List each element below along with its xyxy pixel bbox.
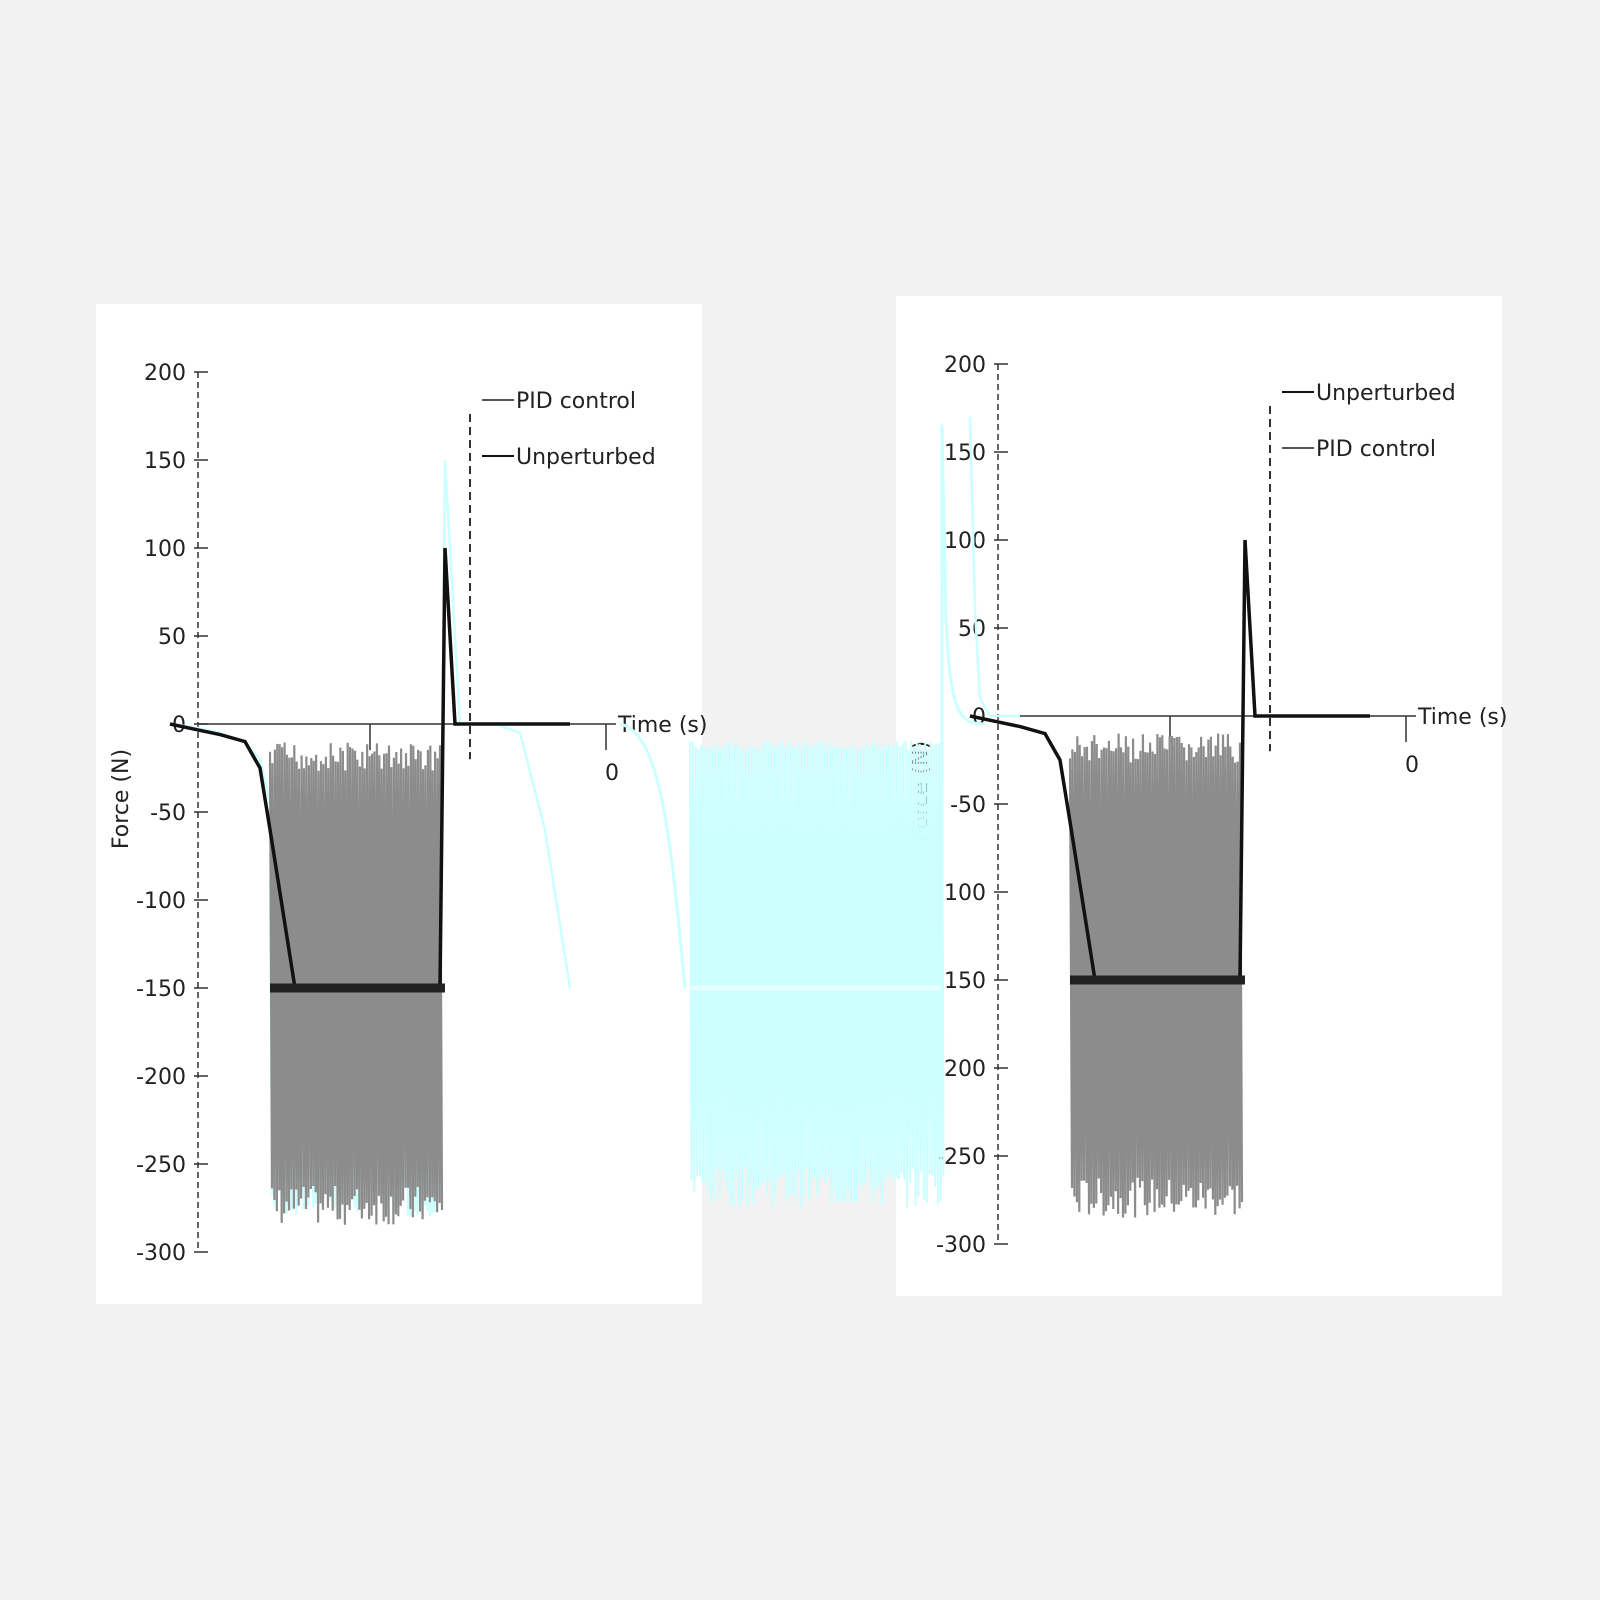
legend-label: Unperturbed [516,445,656,470]
y-tick-label: 50 [958,617,986,642]
y-tick-label: 200 [944,353,986,378]
series-unperturbed [169,547,570,1225]
force-chart-left: 200150100500-50-100-150-200-250-3000Time… [109,361,707,1266]
x-tick-label: 0 [1405,753,1419,778]
y-tick-label: 150 [944,441,986,466]
chart-panel-left: 200 150 100 50 0 -50 -100 -150 -200 -250 -300 0 Time… [96,304,707,1304]
y-tick-label: -150 [136,977,186,1002]
legend-label: PID control [1316,437,1436,462]
chart-panel-right: 200 150 100 50 0 -50 -100 -150 -200 -250 -300 0 Time… [896,296,1507,1296]
y-tick-label: -150 [936,969,986,994]
x-axis-title: Time (s) [617,713,707,738]
force-chart-right: 200150100500-50-100-150-200-250-3000Time… [909,353,1507,1258]
legend-label: Unperturbed [1316,381,1456,406]
series-unperturbed [969,539,1370,1218]
x-axis-title: Time (s) [1417,705,1507,730]
y-tick-label: 100 [144,537,186,562]
legend-label: PID control [516,389,636,414]
y-tick-label: -100 [936,881,986,906]
y-tick-label: 100 [944,529,986,554]
y-axis-title: Force (N) [109,749,134,849]
y-tick-label: -50 [150,801,186,826]
y-tick-label: -200 [136,1065,186,1090]
y-tick-label: 50 [158,625,186,650]
y-axis-title: Force (N) [909,741,934,841]
y-tick-label: -250 [136,1153,186,1178]
y-tick-label: -300 [936,1233,986,1258]
y-tick-label: -50 [950,793,986,818]
y-tick-label: -300 [136,1241,186,1266]
y-tick-label: 150 [144,449,186,474]
y-tick-label: -250 [936,1145,986,1170]
y-tick-label: -100 [136,889,186,914]
y-tick-label: -200 [936,1057,986,1082]
x-tick-label: 0 [605,761,619,786]
y-tick-label: 200 [144,361,186,386]
